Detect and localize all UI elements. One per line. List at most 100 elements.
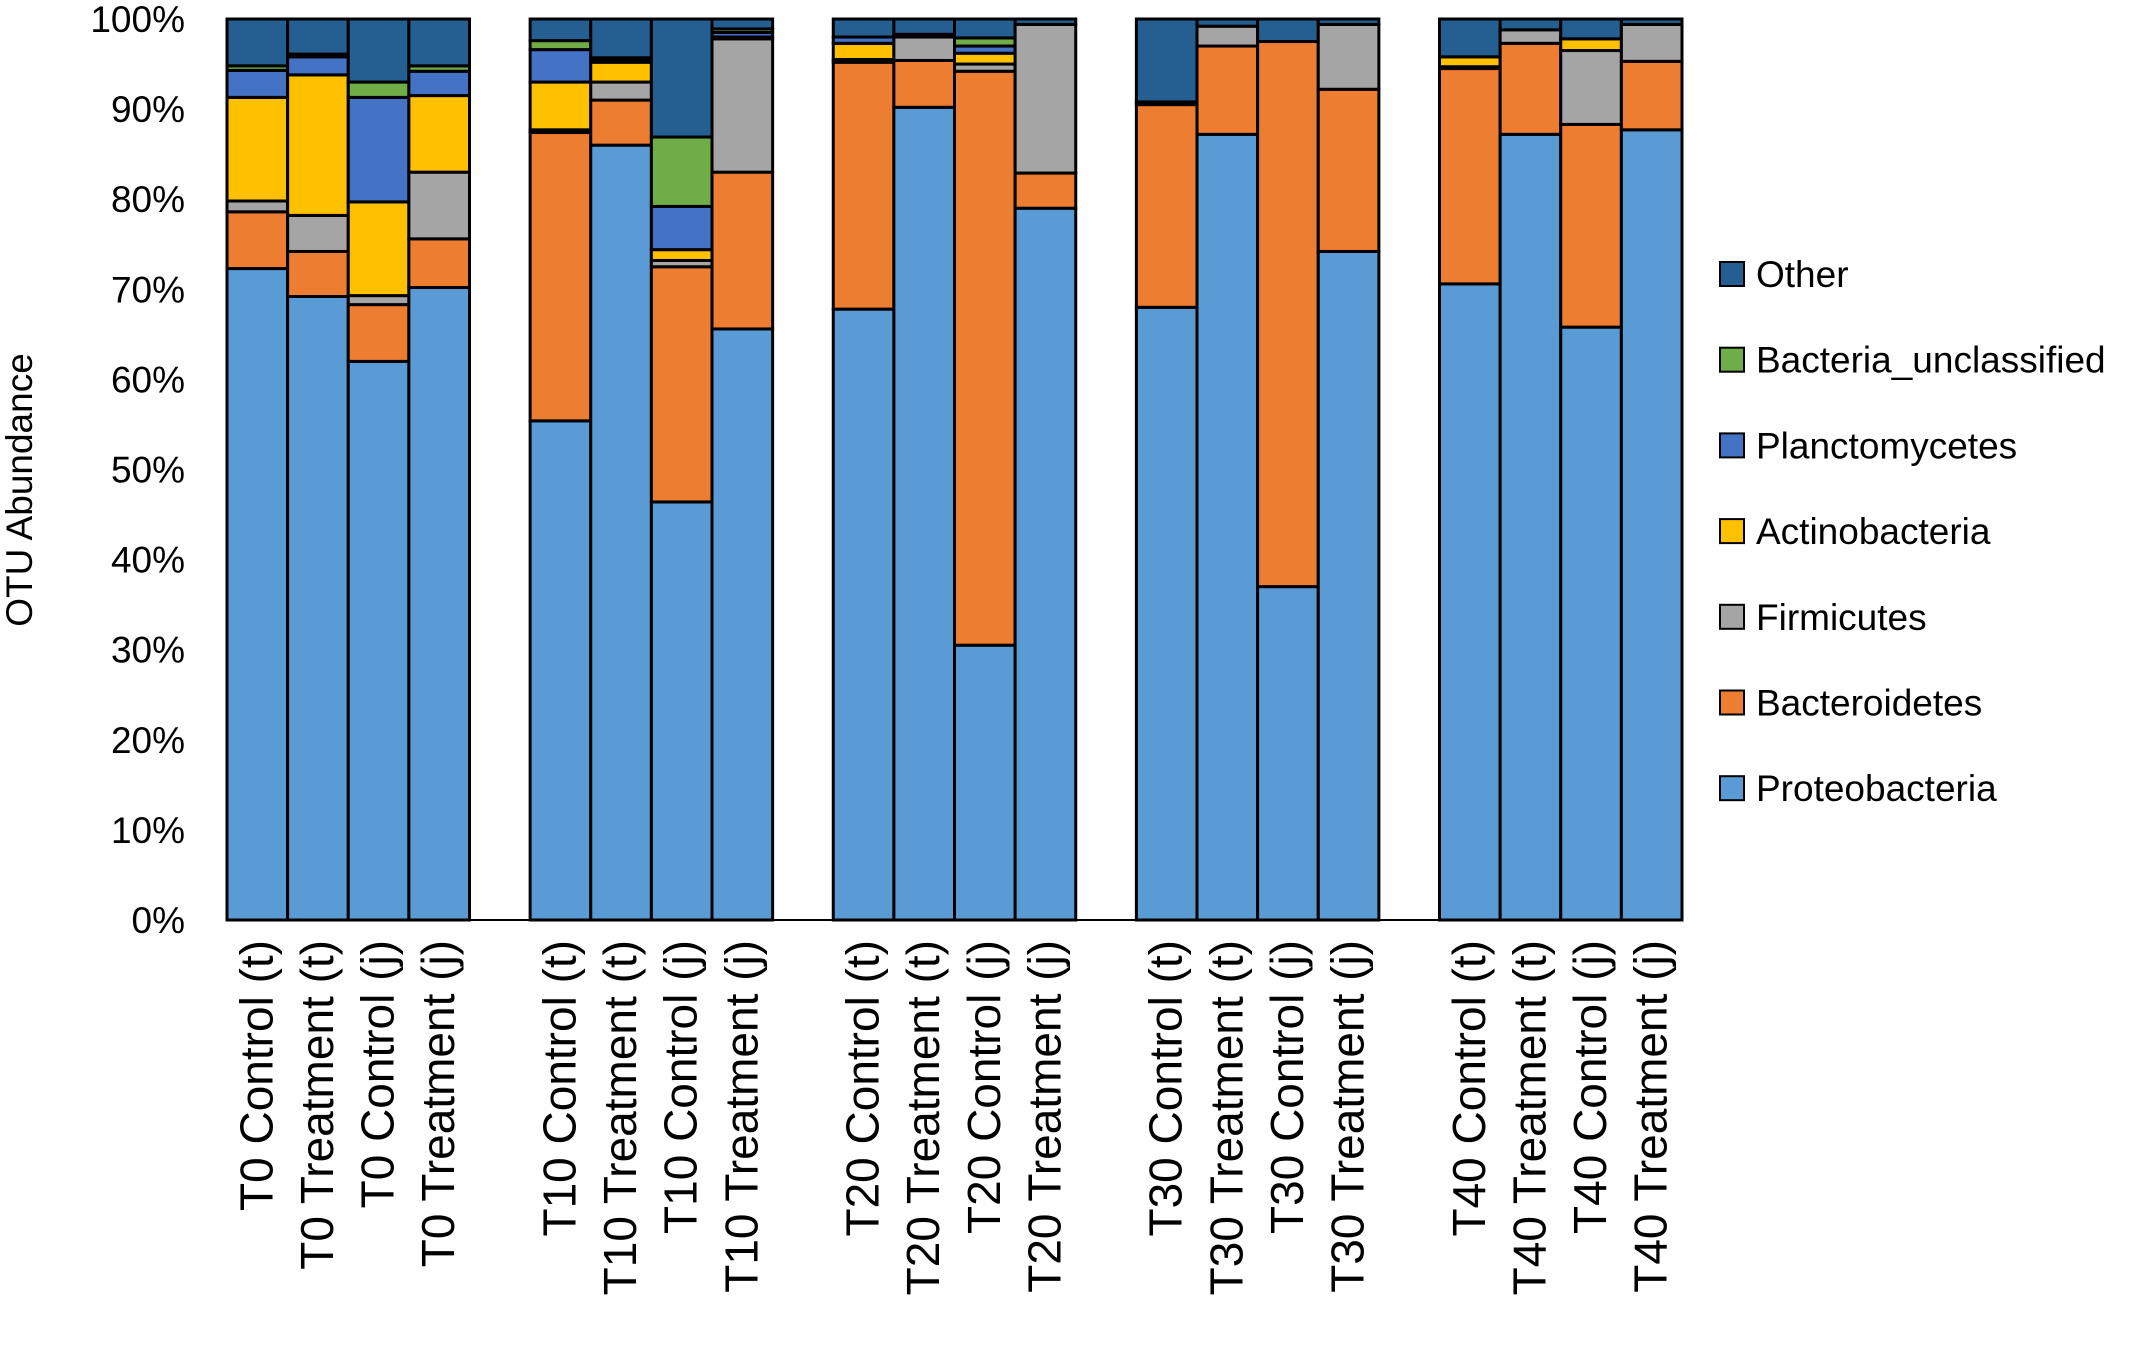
y-axis: 0% 10% 20% 30% 40% 50% 60% 70% 80% 90% 100%	[90, 0, 185, 941]
x-tick-label: T0 Treatment (j)	[412, 940, 464, 1267]
legend-label: Bacteroidetes	[1756, 683, 1982, 724]
y-tick-label: 60%	[111, 359, 185, 400]
bar	[1498, 17, 1563, 922]
bar-segment-bacteria-unclassified	[346, 80, 411, 99]
bar	[1619, 17, 1684, 922]
legend-swatch	[1719, 346, 1745, 373]
bar-segment-bacteroidetes	[953, 69, 1017, 647]
bar-segment-proteobacteria	[953, 643, 1017, 922]
bar-segment-planctomycetes	[649, 204, 714, 252]
bar	[225, 17, 290, 922]
legend-label: Actinobacteria	[1756, 511, 1991, 552]
bar-segment-other	[225, 17, 290, 68]
x-tick-label: T10 Control (t)	[533, 940, 585, 1237]
bar-segment-other	[528, 17, 593, 43]
bar-segment-proteobacteria	[589, 143, 653, 922]
bar	[649, 17, 714, 922]
bar	[831, 17, 896, 922]
x-tick-label: T30 Control (t)	[1140, 940, 1192, 1237]
bar-segment-other	[1619, 17, 1684, 26]
bar-segment-bacteroidetes	[1013, 171, 1078, 210]
y-tick-label: 70%	[111, 269, 185, 310]
bar-segment-proteobacteria	[528, 419, 593, 922]
bar	[953, 17, 1017, 922]
bar-segment-proteobacteria	[831, 307, 896, 922]
bar	[1134, 17, 1199, 922]
bar-segment-bacteroidetes	[649, 265, 714, 504]
bar-segment-bacteroidetes	[1195, 44, 1260, 136]
bar	[528, 17, 593, 922]
x-axis-labels: T0 Control (t) T0 Treatment (t) T0 Control…	[230, 940, 1676, 1295]
bar	[1256, 17, 1320, 922]
bar-segment-firmicutes	[710, 37, 775, 174]
legend-swatch	[1719, 775, 1745, 802]
bar-segment-proteobacteria	[649, 500, 714, 922]
bar-segment-actinobacteria	[1559, 37, 1623, 53]
y-tick-label: 10%	[111, 810, 185, 851]
bar-segment-bacteroidetes	[1316, 87, 1381, 253]
legend-item: Bacteria_unclassified	[1719, 340, 2106, 381]
y-tick-label: 100%	[90, 0, 185, 40]
bar-segment-firmicutes	[407, 170, 471, 241]
bar-segment-planctomycetes	[346, 95, 411, 204]
bar-segment-firmicutes	[1316, 22, 1381, 91]
x-tick-label: T0 Treatment (t)	[291, 940, 343, 1270]
bar-segment-actinobacteria	[831, 41, 896, 62]
bar	[407, 17, 471, 922]
bar-segment-bacteria-unclassified	[649, 135, 714, 208]
legend-label: Planctomycetes	[1756, 425, 2017, 466]
bar-segment-other	[407, 17, 471, 68]
bar-segment-proteobacteria	[1195, 132, 1260, 922]
bar-segment-proteobacteria	[892, 105, 956, 922]
x-tick-label: T40 Treatment (t)	[1503, 940, 1555, 1295]
bar-segment-bacteroidetes	[1256, 40, 1320, 589]
bar-segment-actinobacteria	[286, 73, 350, 217]
bar-segment-other	[346, 17, 411, 84]
bar-segment-bacteroidetes	[1559, 122, 1623, 329]
legend-swatch	[1719, 261, 1745, 287]
bar-segment-proteobacteria	[1013, 206, 1078, 922]
x-tick-label: T20 Treatment (t)	[897, 940, 949, 1295]
legend-label: Other	[1756, 254, 1849, 295]
bar-segment-bacteroidetes	[892, 58, 956, 109]
legend-swatch	[1719, 432, 1745, 459]
y-tick-label: 90%	[111, 89, 185, 130]
bar-segment-actinobacteria	[589, 60, 653, 84]
bar	[1438, 17, 1502, 922]
bar	[1195, 17, 1260, 922]
x-tick-label: T40 Treatment (j)	[1625, 940, 1677, 1293]
bar-segment-bacteroidetes	[1134, 103, 1199, 309]
bar-segment-firmicutes	[225, 199, 290, 214]
x-tick-label: T10 Control (j)	[655, 940, 707, 1234]
bar-segment-proteobacteria	[346, 359, 411, 922]
x-tick-label: T10 Treatment (t)	[594, 940, 646, 1295]
bar-segment-other	[1195, 17, 1260, 28]
bar-segment-proteobacteria	[407, 285, 471, 922]
y-tick-label: 40%	[111, 540, 185, 581]
legend-item: Actinobacteria	[1719, 511, 1991, 552]
x-tick-label: T10 Treatment (j)	[715, 940, 767, 1293]
legend-item: Proteobacteria	[1719, 768, 1997, 809]
bar-segment-bacteroidetes	[589, 98, 653, 147]
legend-label: Firmicutes	[1756, 597, 1927, 638]
x-tick-label: T30 Treatment (j)	[1322, 940, 1374, 1293]
bar-segment-other	[1134, 17, 1199, 104]
y-tick-label: 20%	[111, 720, 185, 761]
bar-segment-firmicutes	[1559, 49, 1623, 126]
bar-segment-bacteroidetes	[286, 249, 350, 299]
bar-segment-firmicutes	[1498, 28, 1563, 45]
bar-segment-proteobacteria	[1498, 132, 1563, 922]
bar-segment-other	[953, 17, 1017, 40]
x-tick-label: T0 Control (t)	[230, 940, 282, 1211]
bar-segment-proteobacteria	[286, 295, 350, 922]
legend-item: Other	[1719, 254, 1849, 295]
bar-segment-other	[589, 17, 653, 60]
bar-segment-proteobacteria	[1619, 128, 1684, 922]
bar	[1013, 17, 1078, 922]
legend: Other Bacteria_unclassified Planctomycetes…	[1719, 254, 2106, 809]
legend-item: Bacteroidetes	[1719, 683, 1982, 724]
bar-segment-bacteroidetes	[407, 237, 471, 289]
bar-segment-other	[649, 17, 714, 139]
bar-segment-proteobacteria	[1559, 325, 1623, 922]
legend-swatch	[1719, 603, 1745, 630]
